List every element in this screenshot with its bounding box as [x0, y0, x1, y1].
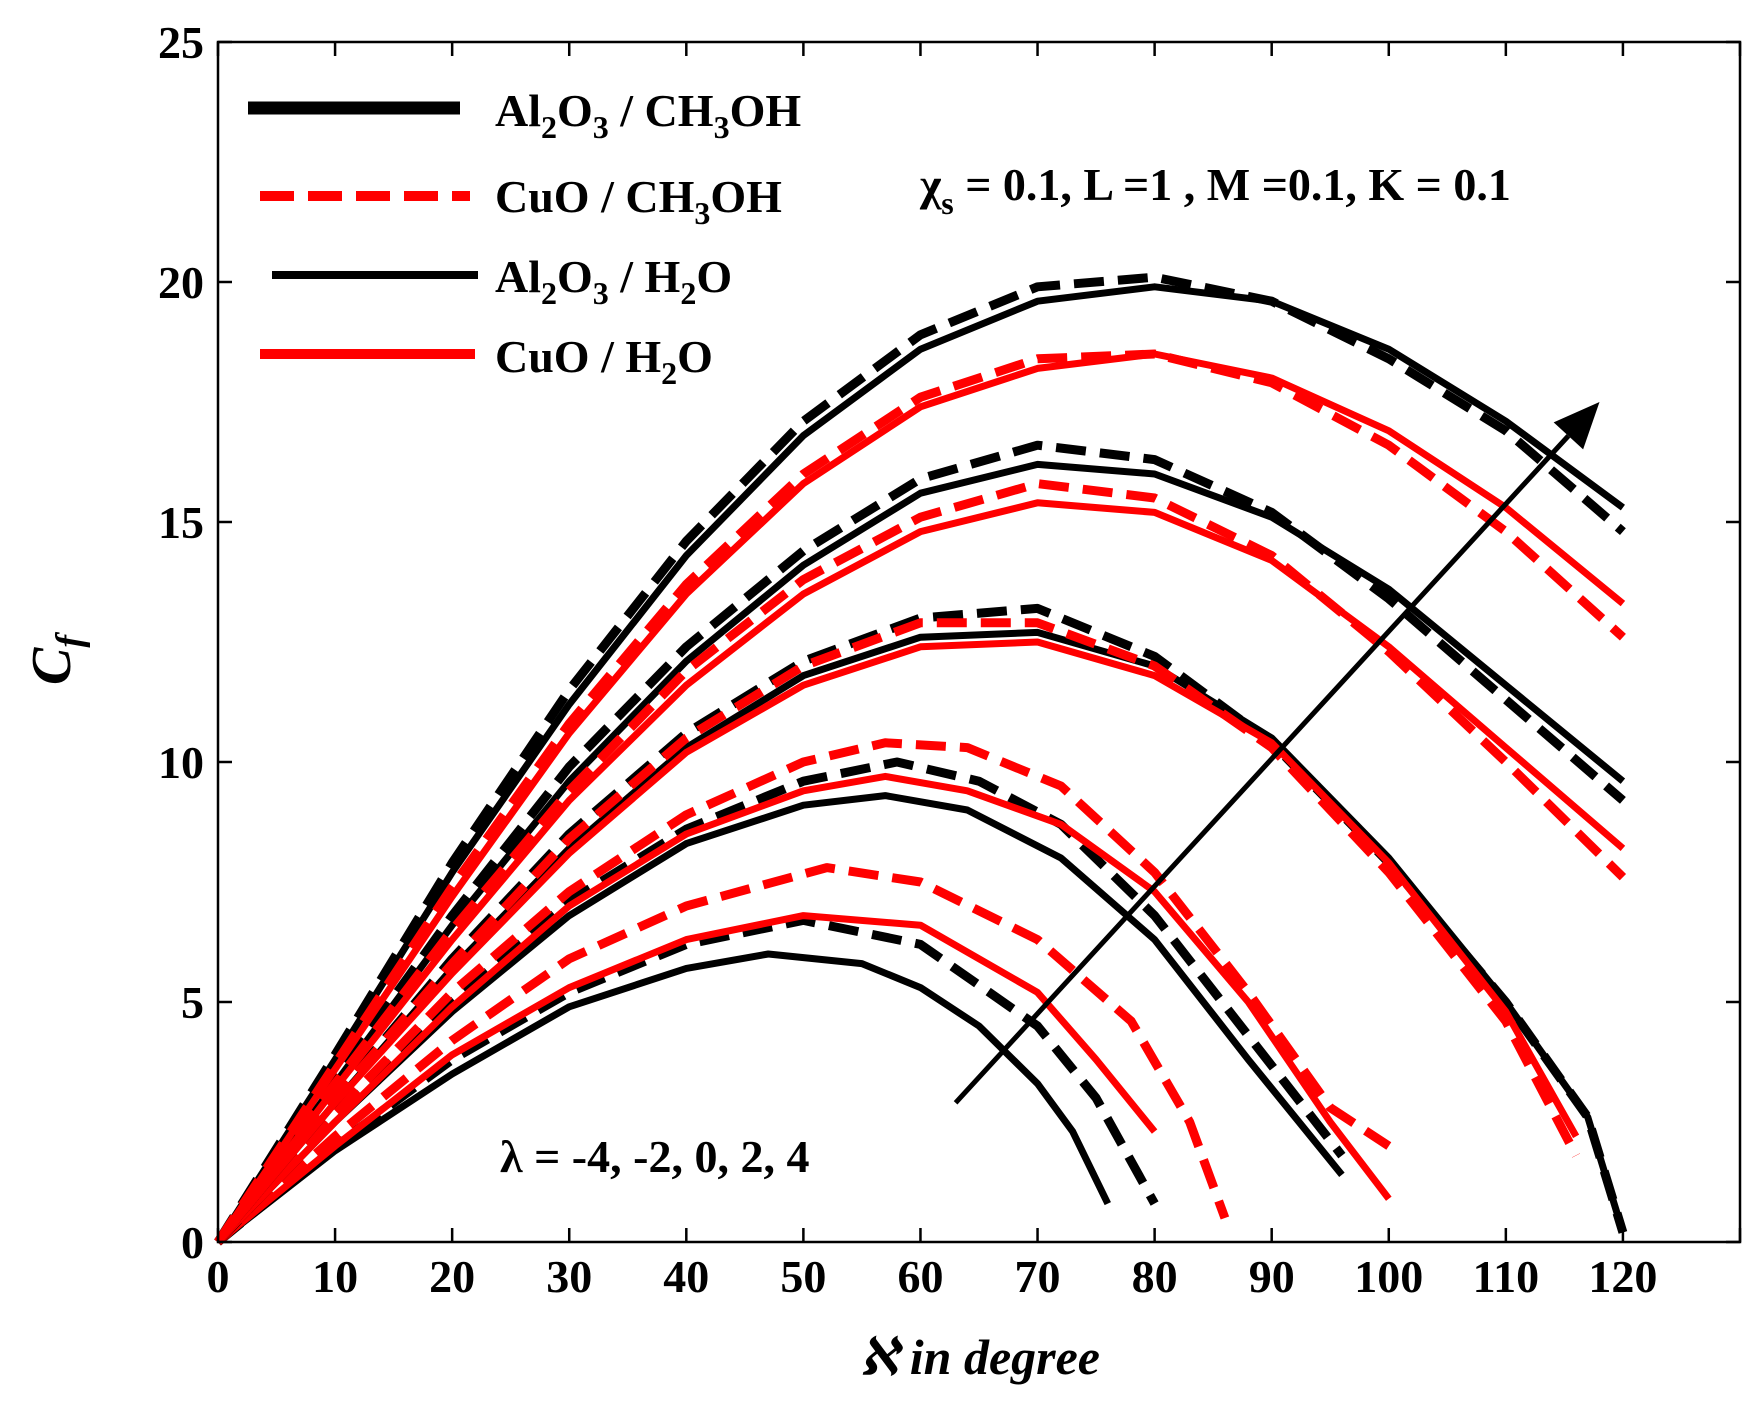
series-line-6	[214, 738, 1392, 1246]
x-tick-label-10: 100	[1354, 1251, 1423, 1302]
series-line-13	[215, 460, 1626, 1245]
x-tick-label-8: 80	[1132, 1251, 1178, 1302]
arrow-head	[1553, 402, 1600, 450]
series-line-17	[215, 283, 1625, 1244]
y-tick-label-4: 20	[158, 257, 204, 308]
x-tick-label-0: 0	[207, 1251, 230, 1302]
y-axis-title-main: C	[21, 647, 83, 685]
y-axis-title-sub: f	[49, 632, 91, 648]
x-axis-title: ℵ in degree	[860, 1329, 1100, 1385]
series-line-10	[214, 618, 1581, 1245]
series-line-14	[214, 479, 1627, 1245]
direction-arrow	[953, 402, 1600, 1105]
lambda-annotation: λ = -4, -2, 0, 2, 4	[500, 1131, 809, 1182]
series-line-3	[215, 912, 1158, 1245]
x-tick-label-3: 30	[546, 1251, 592, 1302]
parameter-annotation: χs = 0.1, L =1 , M =0.1, K = 0.1	[919, 159, 1511, 221]
x-tick-label-12: 120	[1588, 1251, 1657, 1302]
plot-frame	[216, 40, 1742, 1244]
x-tick-label-6: 60	[897, 1251, 943, 1302]
series-line-1	[215, 950, 1111, 1245]
series-line-7	[215, 772, 1392, 1245]
tick-layer	[216, 40, 1742, 1244]
series-line-18	[214, 349, 1626, 1245]
x-tick-label-4: 40	[663, 1251, 709, 1302]
y-axis-title: Cf	[21, 632, 91, 685]
arrow-shaft	[953, 434, 1571, 1105]
series-line-15	[215, 499, 1626, 1245]
series-line-2	[214, 863, 1230, 1246]
x-tick-label-1: 10	[312, 1251, 358, 1302]
legend-label-al2o3-h2o: Al2O3 / H2O	[495, 251, 732, 311]
legend-label-al2o3-ch3oh: Al2O3 / CH3OH	[495, 85, 801, 145]
legend-label-cuo-ch3oh: CuO / CH3OH	[495, 171, 782, 231]
series-line-19	[215, 350, 1626, 1244]
x-tick-label-11: 110	[1473, 1251, 1539, 1302]
y-tick-label-0: 0	[181, 1217, 204, 1268]
legend-label-cuo-h2o: CuO / H2O	[495, 331, 713, 391]
legend: Al2O3 / CH3OH CuO / CH3OH Al2O3 / H2O Cu…	[248, 85, 801, 391]
series-line-16	[214, 272, 1626, 1245]
x-tick-label-2: 20	[429, 1251, 475, 1302]
x-tick-label-7: 70	[1015, 1251, 1061, 1302]
x-tick-label-5: 50	[780, 1251, 826, 1302]
series-line-11	[215, 638, 1580, 1245]
series-layer	[214, 272, 1628, 1246]
y-tick-label-5: 25	[158, 17, 204, 68]
series-line-8	[214, 603, 1628, 1245]
series-line-12	[214, 440, 1626, 1245]
x-tick-label-9: 90	[1249, 1251, 1295, 1302]
y-tick-label-3: 15	[158, 497, 204, 548]
tick-label-layer: 0 10 20 30 40 50 60 70 80 90 100 110 120 0 5 10 15 20 25	[158, 17, 1657, 1302]
y-tick-label-2: 10	[158, 737, 204, 788]
y-tick-label-1: 5	[181, 977, 204, 1028]
